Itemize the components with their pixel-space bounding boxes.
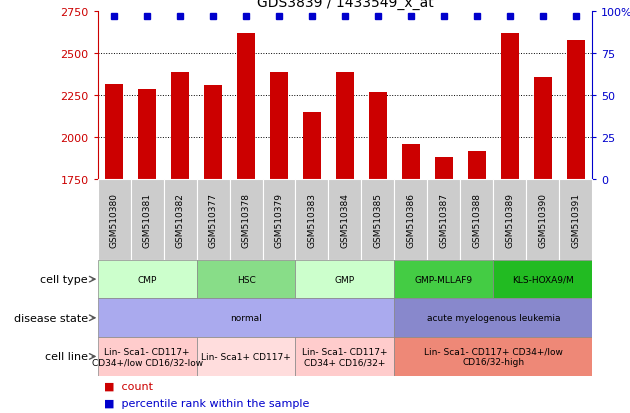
Bar	[295, 337, 394, 376]
Bar	[270, 73, 288, 180]
Bar	[461, 180, 493, 260]
Text: GSM510382: GSM510382	[176, 192, 185, 247]
Text: normal: normal	[230, 313, 262, 323]
Bar	[138, 89, 156, 180]
Bar	[204, 86, 222, 180]
Text: Lin- Sca1- CD117+
CD34+ CD16/32+: Lin- Sca1- CD117+ CD34+ CD16/32+	[302, 347, 387, 366]
Bar	[566, 41, 585, 180]
Text: KLS-HOXA9/M: KLS-HOXA9/M	[512, 275, 574, 284]
Bar	[394, 260, 493, 299]
Bar	[493, 180, 526, 260]
Title: GDS3839 / 1433549_x_at: GDS3839 / 1433549_x_at	[256, 0, 433, 10]
Bar	[394, 299, 592, 337]
Text: Lin- Sca1+ CD117+: Lin- Sca1+ CD117+	[201, 352, 291, 361]
Text: GSM510389: GSM510389	[505, 192, 514, 247]
Text: GSM510385: GSM510385	[374, 192, 382, 247]
Bar	[534, 78, 552, 180]
Text: ■  count: ■ count	[104, 381, 153, 391]
Text: HSC: HSC	[237, 275, 255, 284]
Text: CMP: CMP	[137, 275, 157, 284]
Bar	[98, 180, 130, 260]
Bar	[295, 180, 328, 260]
Bar	[427, 180, 461, 260]
Text: GSM510379: GSM510379	[275, 192, 284, 247]
Bar	[229, 180, 263, 260]
Bar	[295, 260, 394, 299]
Bar	[559, 180, 592, 260]
Bar	[197, 180, 229, 260]
Bar	[263, 180, 295, 260]
Text: GMP: GMP	[335, 275, 355, 284]
Text: GSM510387: GSM510387	[439, 192, 449, 247]
Bar	[467, 151, 486, 180]
Bar	[164, 180, 197, 260]
Text: ■  percentile rank within the sample: ■ percentile rank within the sample	[104, 398, 309, 408]
Bar	[369, 93, 387, 180]
Bar	[237, 34, 255, 180]
Text: cell line: cell line	[45, 351, 88, 361]
Bar	[98, 260, 197, 299]
Bar	[394, 337, 592, 376]
Bar	[402, 145, 420, 180]
Text: Lin- Sca1- CD117+ CD34+/low
CD16/32-high: Lin- Sca1- CD117+ CD34+/low CD16/32-high	[424, 347, 563, 366]
Text: GSM510378: GSM510378	[241, 192, 251, 247]
Text: GMP-MLLAF9: GMP-MLLAF9	[415, 275, 473, 284]
Text: GSM510390: GSM510390	[538, 192, 547, 247]
Bar	[394, 180, 427, 260]
Bar	[105, 84, 123, 180]
Text: acute myelogenous leukemia: acute myelogenous leukemia	[427, 313, 560, 323]
Bar	[362, 180, 394, 260]
Bar	[197, 337, 295, 376]
Text: GSM510388: GSM510388	[472, 192, 481, 247]
Bar	[98, 299, 394, 337]
Bar	[435, 158, 453, 180]
Bar	[328, 180, 362, 260]
Bar	[526, 180, 559, 260]
Bar	[501, 34, 519, 180]
Text: GSM510391: GSM510391	[571, 192, 580, 247]
Text: GSM510386: GSM510386	[406, 192, 415, 247]
Bar	[171, 73, 189, 180]
Text: GSM510377: GSM510377	[209, 192, 217, 247]
Bar	[336, 73, 354, 180]
Text: GSM510384: GSM510384	[340, 192, 350, 247]
Bar	[98, 337, 197, 376]
Bar	[197, 260, 295, 299]
Bar	[493, 260, 592, 299]
Text: cell type: cell type	[40, 275, 88, 285]
Bar	[303, 113, 321, 180]
Text: GSM510381: GSM510381	[142, 192, 152, 247]
Text: Lin- Sca1- CD117+
CD34+/low CD16/32-low: Lin- Sca1- CD117+ CD34+/low CD16/32-low	[91, 347, 203, 366]
Text: disease state: disease state	[14, 313, 88, 323]
Text: GSM510383: GSM510383	[307, 192, 316, 247]
Text: GSM510380: GSM510380	[110, 192, 118, 247]
Bar	[130, 180, 164, 260]
